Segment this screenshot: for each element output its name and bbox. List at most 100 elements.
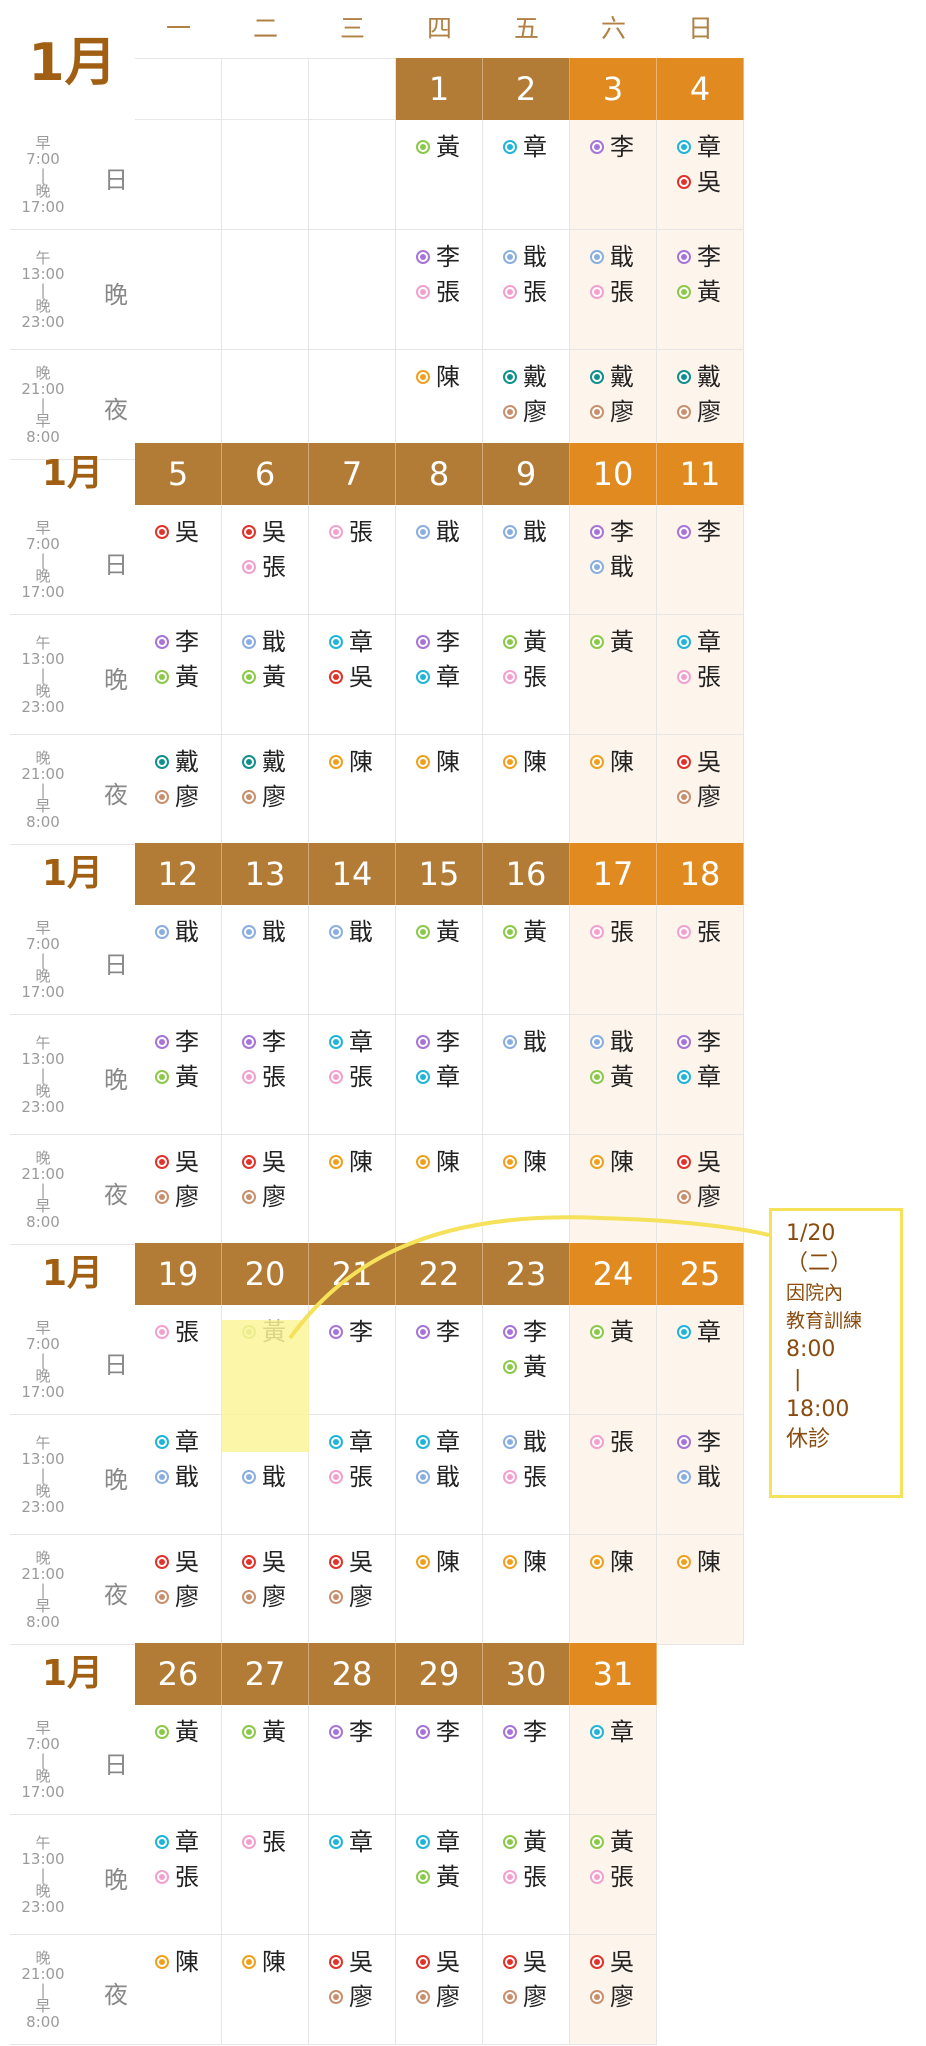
doctor-entry: 黃 — [396, 1862, 483, 1892]
shift-name: 日 — [104, 551, 128, 579]
shift-cell: 戢 — [483, 505, 570, 615]
shift-time-line: 17:00 — [21, 1783, 65, 1801]
doctor-name: 廖 — [175, 1583, 199, 1611]
doctor-entry: 陳 — [570, 1547, 657, 1577]
shift-time-line: 7:00 — [26, 1735, 60, 1753]
doctor-color-dot-icon — [329, 1155, 343, 1169]
doctor-entry: 黃 — [483, 627, 570, 657]
doctor-entry: 戢 — [570, 242, 657, 272]
shift-time-line: 7:00 — [26, 1335, 60, 1353]
doctor-color-dot-icon — [416, 140, 430, 154]
doctor-color-dot-icon — [416, 1555, 430, 1569]
doctor-name: 戢 — [262, 918, 286, 946]
shift-time-line: 午 — [35, 1434, 51, 1452]
shift-cell: 戢 — [396, 505, 483, 615]
date-cell: 5 — [135, 443, 222, 505]
doctor-color-dot-icon — [590, 525, 604, 539]
date-cell: 16 — [483, 843, 570, 905]
date-cell: 31 — [570, 1643, 657, 1705]
doctor-entry: 李 — [396, 1027, 483, 1057]
doctor-color-dot-icon — [503, 1955, 517, 1969]
doctor-entry: 黃 — [570, 1317, 657, 1347]
doctor-name: 李 — [436, 243, 460, 271]
doctor-color-dot-icon — [677, 405, 691, 419]
shift-time-line: 13:00 — [21, 650, 65, 668]
shift-time-line: | — [40, 1066, 46, 1084]
doctor-name: 戢 — [697, 1463, 721, 1491]
shift-time-line: 早 — [35, 1319, 51, 1337]
highlight-jan-20 — [222, 1320, 309, 1452]
date-cell: 19 — [135, 1243, 222, 1305]
doctor-color-dot-icon — [677, 1035, 691, 1049]
shift-cell: 李 — [309, 1705, 396, 1815]
shift-row-label: 晚 21:00 | 早 8:00 夜 — [10, 350, 135, 460]
doctor-entry: 張 — [135, 1317, 222, 1347]
shift-cell: 吳廖 — [570, 1935, 657, 2045]
doctor-name: 黃 — [697, 278, 721, 306]
doctor-name: 章 — [697, 1318, 721, 1346]
doctor-entry: 陳 — [483, 747, 570, 777]
shift-cell: 章 — [483, 120, 570, 230]
doctor-color-dot-icon — [242, 1190, 256, 1204]
doctor-color-dot-icon — [590, 925, 604, 939]
doctor-entry: 廖 — [135, 1582, 222, 1612]
doctor-name: 黃 — [610, 628, 634, 656]
shift-name: 晚 — [104, 1066, 128, 1094]
doctor-color-dot-icon — [677, 1325, 691, 1339]
shift-cell: 吳廖 — [309, 1935, 396, 2045]
shift-cell: 吳廖 — [396, 1935, 483, 2045]
shift-cell: 吳廖 — [222, 1135, 309, 1245]
month-label: 1月 — [28, 33, 117, 93]
shift-cell: 吳廖 — [135, 1135, 222, 1245]
shift-cell: 吳廖 — [657, 735, 744, 845]
shift-time: 晚 21:00 | 早 8:00 — [10, 1550, 76, 1630]
date-cell: 6 — [222, 443, 309, 505]
doctor-name: 張 — [262, 553, 286, 581]
doctor-entry: 戢 — [396, 1462, 483, 1492]
shift-cell: 黃 — [570, 1305, 657, 1415]
doctor-color-dot-icon — [416, 1955, 430, 1969]
doctor-name: 李 — [349, 1318, 373, 1346]
doctor-color-dot-icon — [416, 1325, 430, 1339]
doctor-color-dot-icon — [242, 1035, 256, 1049]
shift-cell: 戢張 — [483, 1415, 570, 1535]
doctor-name: 章 — [436, 1063, 460, 1091]
doctor-name: 陳 — [697, 1548, 721, 1576]
doctor-entry: 章 — [309, 627, 396, 657]
doctor-name: 黃 — [610, 1063, 634, 1091]
doctor-entry: 章 — [657, 132, 744, 162]
doctor-entry: 張 — [570, 917, 657, 947]
doctor-name: 李 — [697, 1428, 721, 1456]
doctor-entry: 陳 — [657, 1547, 744, 1577]
doctor-entry: 章 — [309, 1427, 396, 1457]
doctor-entry: 張 — [309, 1462, 396, 1492]
doctor-name: 章 — [436, 1428, 460, 1456]
shift-cell: 戢張 — [483, 230, 570, 350]
doctor-entry: 黃 — [657, 277, 744, 307]
shift-time-line: | — [40, 1181, 46, 1199]
shift-cell: 黃 — [396, 905, 483, 1015]
shift-cell: 李 — [570, 120, 657, 230]
doctor-color-dot-icon — [329, 755, 343, 769]
doctor-color-dot-icon — [590, 1070, 604, 1084]
doctor-entry: 章 — [570, 1717, 657, 1747]
doctor-name: 廖 — [175, 1183, 199, 1211]
doctor-color-dot-icon — [329, 1955, 343, 1969]
doctor-name: 戢 — [436, 518, 460, 546]
doctor-name: 黃 — [523, 1353, 547, 1381]
date-cell: 25 — [657, 1243, 744, 1305]
doctor-entry: 戢 — [657, 1462, 744, 1492]
shift-time-line: 21:00 — [21, 1965, 65, 1983]
doctor-name: 戢 — [349, 918, 373, 946]
doctor-name: 戴 — [262, 748, 286, 776]
note-line: （二） — [786, 1251, 853, 1276]
doctor-name: 陳 — [610, 1148, 634, 1176]
doctor-name: 張 — [697, 663, 721, 691]
shift-row-label: 午 13:00 | 晚 23:00 晚 — [10, 615, 135, 735]
doctor-entry: 章 — [657, 627, 744, 657]
doctor-name: 李 — [436, 1318, 460, 1346]
shift-cell: 陳 — [483, 1135, 570, 1245]
date-cell: 24 — [570, 1243, 657, 1305]
doctor-color-dot-icon — [329, 1990, 343, 2004]
doctor-entry: 陳 — [570, 1147, 657, 1177]
